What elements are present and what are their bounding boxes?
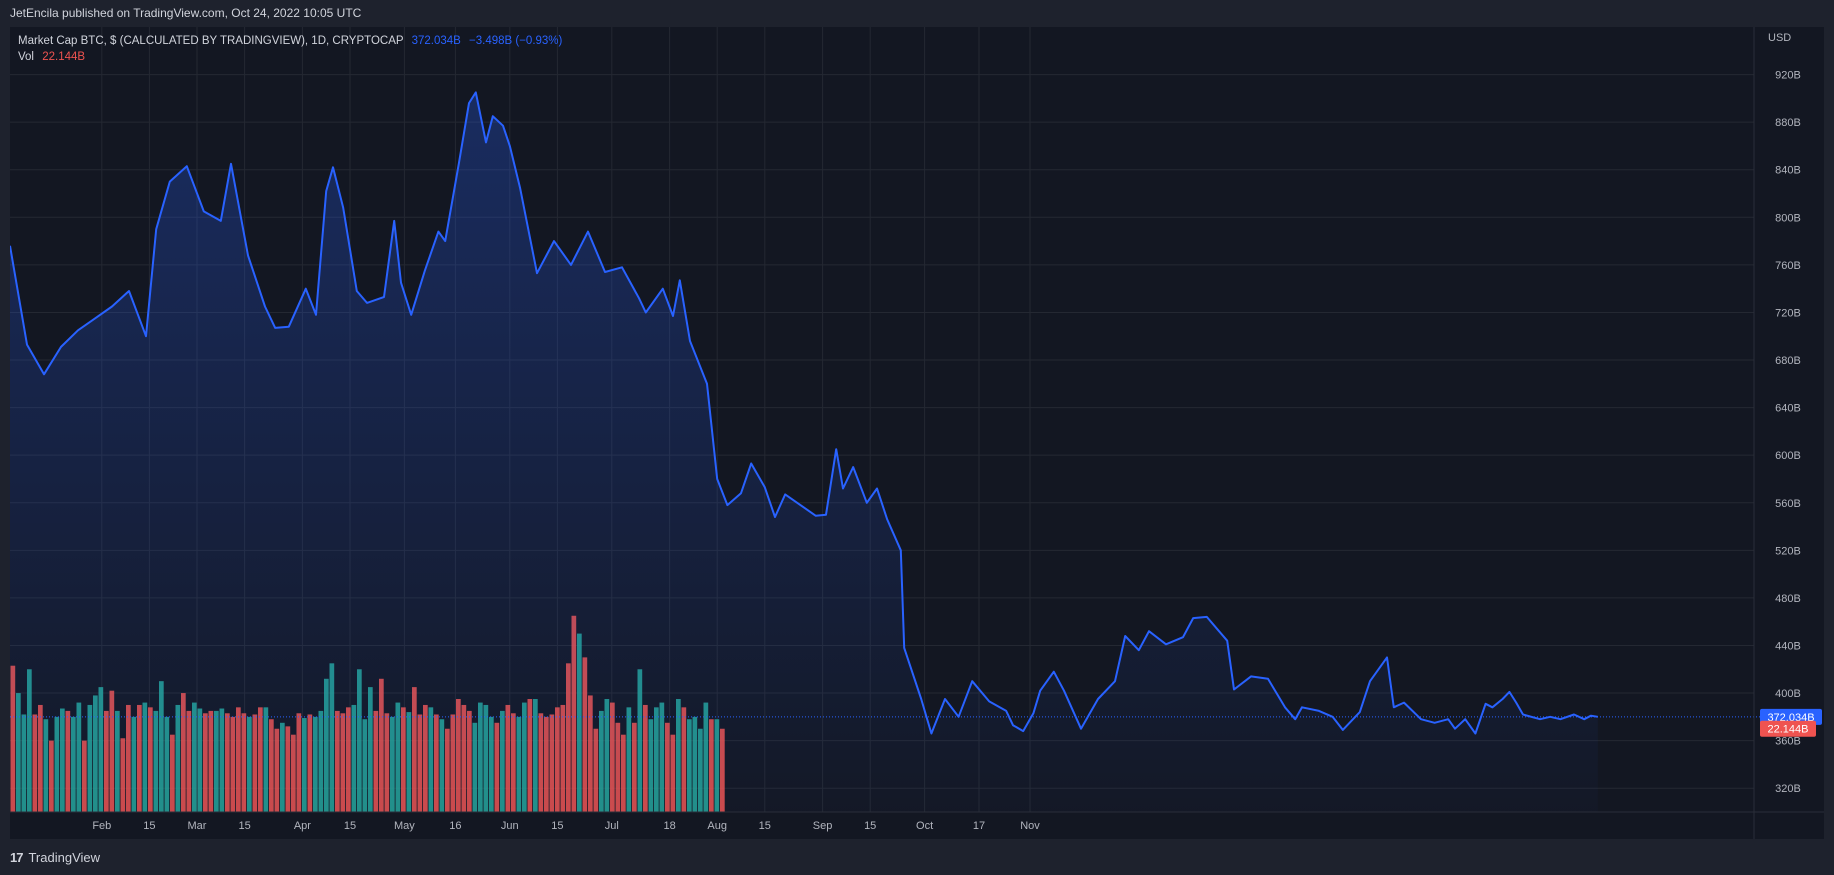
y-tick-label: 560B [1775, 498, 1801, 510]
x-tick-label: Aug [707, 820, 727, 832]
symbol-legend[interactable]: Market Cap BTC, $ (CALCULATED BY TRADING… [18, 35, 562, 47]
brand-name: TradingView [28, 849, 101, 865]
x-tick-label: Apr [294, 820, 311, 832]
tradingview-logo-icon: 17 [10, 849, 24, 865]
market-cap-chart[interactable]: 320B 360B 400B 440B 480B 520B 560B 600B 640B 680B… [10, 27, 1824, 839]
last-volume-value: 22.144B [1768, 724, 1809, 736]
x-tick-label: 15 [759, 820, 771, 832]
x-tick-label: 15 [551, 820, 563, 832]
symbol-last-value: 372.034B [411, 35, 461, 47]
symbol-title: Market Cap BTC, $ (CALCULATED BY TRADING… [18, 35, 404, 47]
x-tick-label: Feb [92, 820, 111, 832]
footer: 17 TradingView [10, 847, 100, 867]
x-tick-label: Sep [813, 820, 833, 832]
x-tick-label: 15 [143, 820, 155, 832]
y-tick-label: 720B [1775, 307, 1801, 319]
price-area-fill [10, 92, 1598, 812]
x-tick-label: Jun [501, 820, 519, 832]
last-volume-badge: 22.144B [1760, 720, 1816, 737]
published-text: JetEncila published on TradingView.com, … [10, 6, 362, 20]
symbol-change: −3.498B (−0.93%) [469, 35, 563, 47]
y-tick-label: 680B [1775, 355, 1801, 367]
y-tick-label: 480B [1775, 593, 1801, 605]
x-tick-label: 15 [864, 820, 876, 832]
price-axis[interactable]: 320B 360B 400B 440B 480B 520B 560B 600B 640B 680B… [1775, 70, 1801, 796]
y-tick-label: 440B [1775, 640, 1801, 652]
x-tick-label: 15 [238, 820, 250, 832]
y-tick-label: 640B [1775, 403, 1801, 415]
x-tick-label: 17 [973, 820, 985, 832]
price-line [10, 91, 1598, 735]
volume-label: Vol [18, 51, 34, 63]
y-tick-label: 760B [1775, 260, 1801, 272]
x-tick-label: 18 [663, 820, 675, 832]
y-tick-label: 360B [1775, 736, 1801, 748]
x-tick-label: Mar [188, 820, 207, 832]
currency-label: USD [1768, 32, 1791, 44]
y-tick-label: 840B [1775, 165, 1801, 177]
y-tick-label: 520B [1775, 545, 1801, 557]
publish-header: JetEncila published on TradingView.com, … [0, 0, 1834, 27]
x-tick-label: 15 [344, 820, 356, 832]
y-tick-label: 920B [1775, 70, 1801, 82]
y-tick-label: 880B [1775, 117, 1801, 129]
time-axis[interactable]: Feb 15 Mar 15 Apr 15 May 16 Jun 15 Jul 18 Aug 15 Sep 15… [92, 820, 1040, 832]
y-tick-label: 600B [1775, 450, 1801, 462]
y-tick-label: 400B [1775, 688, 1801, 700]
x-tick-label: Jul [605, 820, 619, 832]
volume-legend[interactable]: Vol 22.144B [18, 51, 85, 63]
y-tick-label: 800B [1775, 212, 1801, 224]
x-tick-label: Nov [1020, 820, 1040, 832]
x-tick-label: 16 [449, 820, 461, 832]
y-tick-label: 320B [1775, 783, 1801, 795]
volume-value: 22.144B [42, 51, 86, 63]
x-tick-label: May [394, 820, 415, 832]
x-tick-label: Oct [916, 820, 933, 832]
